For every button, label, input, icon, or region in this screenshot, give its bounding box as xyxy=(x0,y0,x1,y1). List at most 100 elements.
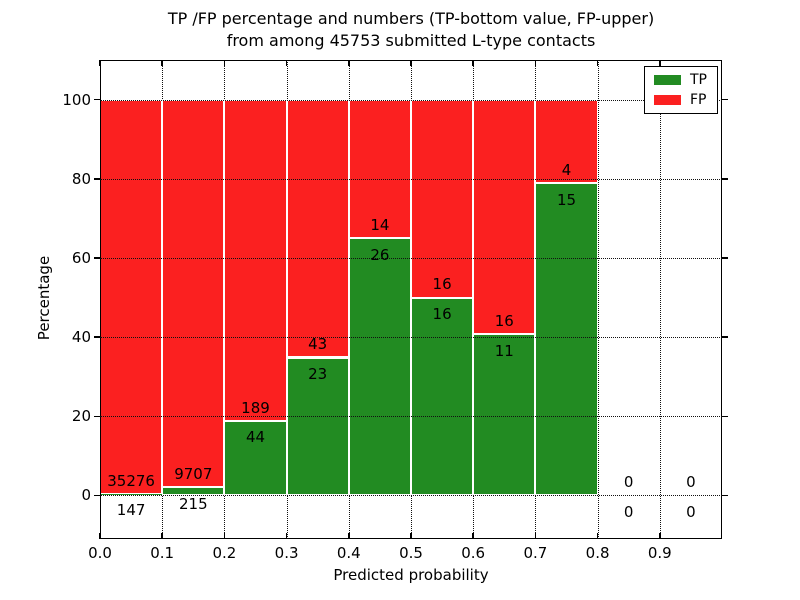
fp-count-label: 43 xyxy=(308,335,328,354)
bar-segment-tp xyxy=(535,182,598,496)
fp-count-label: 16 xyxy=(494,312,514,331)
chart-title: TP /FP percentage and numbers (TP-bottom… xyxy=(100,8,722,52)
bar-segment-tp xyxy=(411,297,474,496)
bar-segment-tp xyxy=(473,334,536,496)
y-tick-label: 20 xyxy=(71,407,91,426)
legend-item-tp: TP xyxy=(654,73,707,87)
bar-segment-tp xyxy=(286,357,349,496)
x-tick-label: 0.2 xyxy=(212,544,237,562)
x-tick-label: 0.1 xyxy=(150,544,175,562)
bar-segment-tp xyxy=(224,420,287,496)
chart-title-line2: from among 45753 submitted L-type contac… xyxy=(226,31,596,50)
x-tick-label: 0.3 xyxy=(274,544,299,562)
y-tick xyxy=(722,257,728,259)
x-tick xyxy=(348,533,350,539)
x-tick xyxy=(161,533,163,539)
h-gridline xyxy=(100,337,722,339)
tp-count-label: 11 xyxy=(494,341,514,360)
legend-item-fp: FP xyxy=(654,93,707,107)
y-tick xyxy=(94,415,100,418)
bar-segment-fp xyxy=(286,99,349,358)
x-tick xyxy=(534,60,537,66)
h-gridline xyxy=(100,416,722,418)
x-tick xyxy=(223,60,226,66)
x-tick-label: 0.9 xyxy=(647,544,672,562)
tp-count-label: 44 xyxy=(245,428,266,447)
v-gridline xyxy=(659,60,661,539)
y-tick xyxy=(722,98,728,101)
fp-count-label: 16 xyxy=(432,275,452,294)
fp-count-label: 35276 xyxy=(107,471,155,490)
h-gridline xyxy=(100,257,722,259)
y-tick-label: 0 xyxy=(81,486,91,505)
y-tick xyxy=(94,494,100,497)
x-tick xyxy=(99,533,101,539)
tp-count-label: 16 xyxy=(432,305,452,324)
x-tick-label: 0.0 xyxy=(88,544,112,562)
tp-count-label: 147 xyxy=(116,501,146,520)
x-tick xyxy=(472,533,474,539)
chart-title-line1: TP /FP percentage and numbers (TP-bottom… xyxy=(167,9,655,28)
tp-count-label: 23 xyxy=(308,365,328,384)
x-tick xyxy=(472,60,474,66)
y-tick-label: 40 xyxy=(71,328,91,347)
bar-segment-fp xyxy=(162,99,225,487)
x-tick xyxy=(161,60,163,66)
legend-label-fp: FP xyxy=(690,92,707,108)
x-tick xyxy=(348,60,350,66)
v-gridline xyxy=(597,60,599,539)
x-axis-label: Predicted probability xyxy=(333,566,489,584)
y-tick-label: 100 xyxy=(62,90,91,109)
y-tick xyxy=(94,98,100,101)
legend-label-tp: TP xyxy=(690,72,707,88)
x-tick xyxy=(596,533,599,539)
x-tick xyxy=(534,533,537,539)
x-tick xyxy=(410,533,412,539)
y-tick xyxy=(94,336,100,338)
legend-swatch-fp-icon xyxy=(654,95,681,105)
y-tick-label: 80 xyxy=(71,169,91,188)
x-tick-label: 0.6 xyxy=(461,544,486,562)
bar-segment-fp xyxy=(535,99,598,183)
x-tick-label: 0.5 xyxy=(399,544,423,562)
legend-swatch-tp-icon xyxy=(654,75,681,85)
tp-count-label: 0 xyxy=(623,503,634,522)
tp-count-label: 15 xyxy=(556,190,577,209)
bar-segment-tp xyxy=(162,486,225,496)
bar-segment-fp xyxy=(224,99,287,421)
h-gridline xyxy=(100,99,722,101)
fp-count-label: 0 xyxy=(686,473,696,492)
bar-segment-tp xyxy=(348,238,411,496)
fp-count-label: 189 xyxy=(241,398,270,417)
legend: TP FP xyxy=(644,66,718,114)
y-tick-label: 60 xyxy=(71,248,91,267)
y-tick xyxy=(722,178,728,180)
fp-count-label: 0 xyxy=(623,473,634,492)
bar-segment-fp xyxy=(348,99,411,239)
bar-segment-fp xyxy=(411,99,474,298)
bar-segment-tp xyxy=(100,493,163,496)
h-gridline xyxy=(100,178,722,180)
y-tick xyxy=(94,178,100,180)
x-tick-label: 0.4 xyxy=(336,544,361,562)
tp-count-label: 215 xyxy=(178,494,208,513)
x-tick xyxy=(659,533,661,539)
tp-count-label: 26 xyxy=(370,245,390,264)
x-tick xyxy=(596,60,599,66)
fp-count-label: 14 xyxy=(370,216,390,235)
fp-count-label: 9707 xyxy=(174,464,213,483)
x-tick-label: 0.7 xyxy=(523,544,548,562)
x-tick xyxy=(410,60,412,66)
y-tick xyxy=(722,494,728,497)
tp-count-label: 0 xyxy=(686,503,696,522)
x-tick xyxy=(99,60,101,66)
h-gridline xyxy=(100,495,722,497)
x-tick xyxy=(223,533,226,539)
fp-count-label: 4 xyxy=(561,160,572,179)
x-tick-label: 0.8 xyxy=(585,544,610,562)
x-tick xyxy=(659,60,661,66)
bar-segment-fp xyxy=(100,99,163,494)
x-tick xyxy=(285,533,288,539)
y-tick xyxy=(94,257,100,259)
